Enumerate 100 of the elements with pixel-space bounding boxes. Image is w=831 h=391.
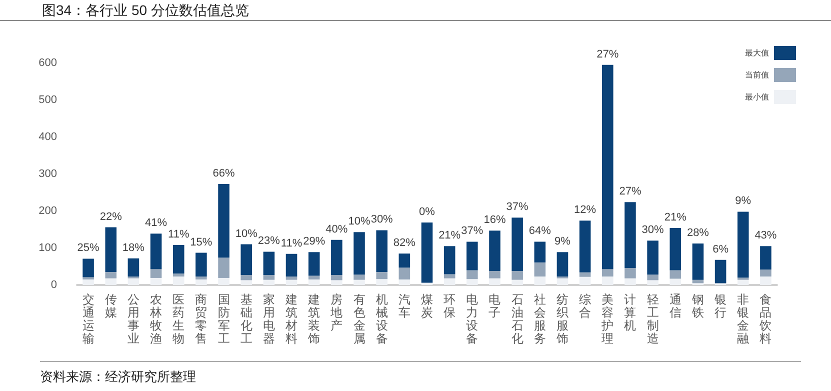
annotation: 64% <box>528 225 552 238</box>
annotation: 11% <box>168 228 190 241</box>
annotation: 43% <box>754 230 777 242</box>
bar <box>466 279 478 285</box>
bar <box>398 254 410 268</box>
x-tick-label: 环保 <box>444 292 456 320</box>
bar <box>670 270 682 279</box>
bar <box>624 202 636 268</box>
bar <box>398 279 410 285</box>
bar <box>105 272 117 278</box>
annotation: 15% <box>190 236 212 248</box>
bar <box>398 268 410 280</box>
bar <box>196 252 207 276</box>
bar <box>218 258 230 278</box>
annotation: 10% <box>348 216 370 228</box>
annotation: 23% <box>258 235 280 248</box>
annotation: 11% <box>280 237 302 250</box>
bar <box>331 275 342 280</box>
bar <box>286 276 298 280</box>
x-tick-label: 机械设备 <box>376 292 388 346</box>
x-tick-label: 农林牧渔 <box>149 292 162 346</box>
bar <box>331 240 342 276</box>
annotation: 30% <box>642 224 664 236</box>
x-tick-label: 美容护理 <box>600 292 614 346</box>
bar <box>760 276 772 285</box>
annotation: 25% <box>77 242 100 254</box>
bar <box>534 276 546 285</box>
annotation: 18% <box>122 242 145 254</box>
bar <box>579 220 591 272</box>
y-tick-label: 400 <box>38 131 57 143</box>
x-tick-label: 公用事业 <box>127 292 140 346</box>
y-tick-label: 100 <box>38 242 57 254</box>
bar <box>286 254 298 276</box>
bar <box>489 270 500 278</box>
bar <box>240 280 252 285</box>
annotation: 6% <box>712 243 729 256</box>
bar <box>444 278 456 285</box>
x-tick-label: 汽车 <box>398 292 410 320</box>
bar <box>308 276 320 280</box>
y-tick-label: 600 <box>38 57 57 69</box>
bar <box>670 228 682 270</box>
bar <box>354 280 365 285</box>
legend-label: 最小值 <box>745 92 769 102</box>
bar <box>263 252 275 276</box>
annotation: 30% <box>370 214 394 226</box>
bar <box>172 276 184 285</box>
bar <box>354 274 365 280</box>
x-tick-label: 建筑材料 <box>284 292 298 346</box>
bar <box>602 269 614 276</box>
annotation: 82% <box>393 237 416 250</box>
annotation: 9% <box>554 236 571 248</box>
x-tick-label: 房地产 <box>330 292 343 332</box>
bar <box>512 280 523 285</box>
x-tick-label: 商贸零售 <box>195 292 208 346</box>
annotation: 27% <box>619 186 642 198</box>
bar <box>624 268 636 278</box>
bar <box>196 279 207 285</box>
bar <box>534 242 546 262</box>
annotation: 10% <box>235 228 258 240</box>
bar <box>737 212 749 278</box>
bar <box>466 270 478 280</box>
bar <box>105 227 117 272</box>
x-tick-label: 非银金融 <box>736 292 750 346</box>
annotation: 37% <box>506 201 529 214</box>
x-tick-label: 传媒 <box>104 292 117 320</box>
annotation: 37% <box>461 225 484 238</box>
bar <box>692 244 704 280</box>
x-tick-label: 社会服务 <box>534 292 546 346</box>
annotation: 22% <box>100 210 122 223</box>
y-tick-label: 300 <box>38 168 57 180</box>
annotation: 16% <box>484 214 506 226</box>
x-tick-label: 电力设备 <box>466 292 478 346</box>
legend-label: 当前值 <box>745 70 769 80</box>
bar <box>579 272 591 277</box>
x-tick-label: 医药生物 <box>172 292 185 346</box>
bar <box>263 275 275 280</box>
x-tick-label: 建筑装饰 <box>307 292 320 346</box>
bar <box>647 240 658 275</box>
bar <box>579 276 591 285</box>
bar <box>150 278 162 285</box>
chart-title: 图34：各行业 50 分位数估值总览 <box>0 0 831 21</box>
bar <box>670 278 682 285</box>
bar <box>534 262 546 276</box>
x-tick-label: 纺织服饰 <box>555 292 568 346</box>
bar <box>512 270 523 280</box>
bar <box>512 218 523 271</box>
x-tick-label: 银行 <box>714 292 727 320</box>
x-tick-label: 综合 <box>579 292 592 320</box>
bar <box>354 232 365 275</box>
x-tick-label: 石油石化 <box>511 292 524 346</box>
x-tick-label: 钢铁 <box>690 292 704 320</box>
y-tick-label: 200 <box>38 205 57 217</box>
bar <box>714 260 726 284</box>
bar <box>737 280 749 285</box>
bar <box>240 275 252 280</box>
annotation: 29% <box>303 236 326 248</box>
y-tick-label: 0 <box>50 279 57 291</box>
bar <box>331 280 342 285</box>
x-tick-label: 交通运输 <box>82 292 94 346</box>
bar <box>196 276 207 280</box>
